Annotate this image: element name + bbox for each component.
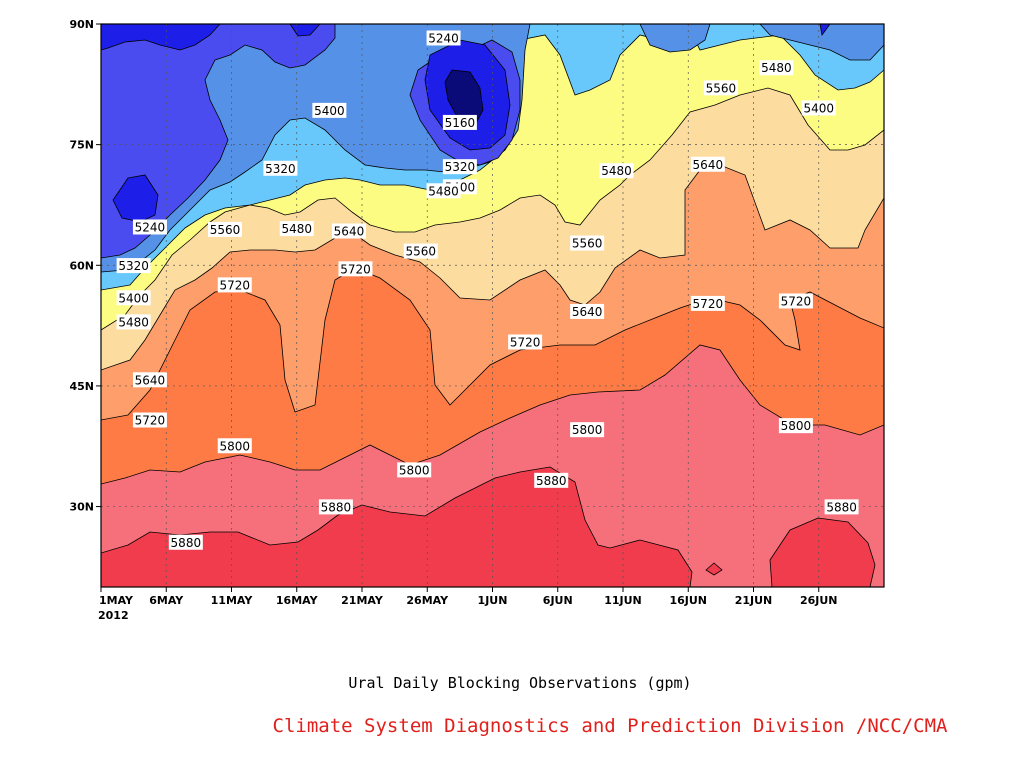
x-tick-label: 21MAY (341, 594, 384, 607)
svg-text:5720: 5720 (340, 262, 371, 276)
contour-label: 5400 (312, 102, 347, 118)
x-axis-year-label: 2012 (98, 609, 129, 622)
svg-text:5400: 5400 (803, 101, 834, 115)
y-tick-label: 75N (69, 139, 94, 152)
contour-label: 5480 (116, 314, 151, 330)
contour-label: 5560 (207, 221, 242, 237)
svg-text:5560: 5560 (405, 245, 436, 259)
contour-label: 5400 (116, 290, 151, 306)
contour-label: 5640 (570, 303, 605, 319)
contour-label: 5720 (338, 261, 373, 277)
contour-label: 5720 (778, 293, 813, 309)
x-tick-label: 6JUN (543, 594, 573, 607)
y-axis: 30N 45N 60N 75N 90N (69, 18, 101, 514)
svg-text:5800: 5800 (781, 419, 812, 433)
x-tick-label: 26MAY (406, 594, 449, 607)
svg-text:5640: 5640 (572, 305, 603, 319)
contour-label: 5720 (690, 295, 725, 311)
svg-text:5560: 5560 (210, 223, 241, 237)
x-tick-label: 11JUN (604, 594, 642, 607)
svg-text:5800: 5800 (572, 423, 603, 437)
x-tick-label: 21JUN (735, 594, 773, 607)
contour-label: 5800 (217, 438, 252, 454)
x-axis: 1MAY 6MAY 11MAY 16MAY 21MAY 26MAY 1JUN 6JUN 11JU… (99, 587, 838, 607)
contour-label: 5320 (263, 160, 298, 176)
svg-text:5720: 5720 (135, 414, 166, 428)
svg-text:5400: 5400 (118, 291, 149, 305)
x-tick-label: 1MAY (99, 594, 134, 607)
y-tick-label: 30N (69, 501, 94, 514)
y-tick-label: 45N (69, 380, 94, 393)
grid-lines (101, 24, 884, 587)
svg-text:5320: 5320 (118, 259, 149, 273)
contour-label: 5800 (778, 418, 813, 434)
contour-label: 5400 (801, 100, 836, 116)
svg-text:5720: 5720 (693, 297, 724, 311)
contour-label: 5640 (132, 372, 167, 388)
contour-label: 5880 (168, 534, 203, 550)
svg-text:5720: 5720 (219, 278, 250, 292)
x-tick-label: 11MAY (211, 594, 254, 607)
svg-text:5480: 5480 (428, 184, 459, 198)
svg-text:5880: 5880 (171, 536, 202, 550)
contour-label: 5880 (318, 499, 353, 515)
contour-label: 5480 (599, 163, 634, 179)
svg-text:5320: 5320 (445, 160, 476, 174)
svg-text:5480: 5480 (601, 164, 632, 178)
contour-label: 5320 (442, 159, 477, 175)
y-tick-label: 90N (69, 18, 94, 31)
svg-text:5800: 5800 (219, 439, 250, 453)
contour-label: 5240 (426, 30, 461, 46)
svg-text:5160: 5160 (445, 116, 476, 130)
svg-text:5640: 5640 (135, 373, 166, 387)
svg-text:5720: 5720 (781, 294, 812, 308)
contour-label: 5160 (442, 114, 477, 130)
svg-text:5720: 5720 (510, 335, 541, 349)
contour-label: 5640 (331, 223, 366, 239)
contour-label: 5800 (570, 422, 605, 438)
x-tick-label: 16MAY (276, 594, 319, 607)
contour-label: 5560 (403, 243, 438, 259)
contour-label: 5240 (132, 219, 167, 235)
svg-text:5240: 5240 (428, 31, 459, 45)
svg-text:5480: 5480 (761, 61, 792, 75)
contour-label: 5560 (570, 235, 605, 251)
svg-text:5880: 5880 (536, 474, 567, 488)
credit-text: Climate System Diagnostics and Predictio… (273, 715, 948, 737)
x-tick-label: 26JUN (800, 594, 838, 607)
svg-text:5880: 5880 (321, 500, 352, 514)
svg-text:5640: 5640 (334, 225, 365, 239)
svg-text:5800: 5800 (399, 463, 430, 477)
x-tick-label: 6MAY (149, 594, 184, 607)
small-contour-feature (705, 562, 723, 576)
contour-label: 5720 (132, 412, 167, 428)
chart-title: Ural Daily Blocking Observations (gpm) (348, 674, 691, 692)
x-tick-label: 16JUN (669, 594, 707, 607)
contour-label: 5480 (426, 183, 461, 199)
contour-label: 5480 (279, 221, 314, 237)
svg-text:5240: 5240 (135, 220, 166, 234)
y-tick-label: 60N (69, 259, 94, 272)
svg-text:5880: 5880 (826, 500, 857, 514)
contour-label: 5880 (824, 499, 859, 515)
contour-label: 5560 (703, 80, 738, 96)
svg-text:5480: 5480 (281, 222, 312, 236)
band-5240-5320 (101, 24, 521, 259)
svg-text:5400: 5400 (314, 104, 345, 118)
svg-text:5640: 5640 (693, 158, 724, 172)
contour-label: 5480 (759, 60, 794, 76)
svg-text:5560: 5560 (706, 81, 737, 95)
contour-label: 5720 (508, 334, 543, 350)
contour-label: 5720 (217, 277, 252, 293)
svg-text:5560: 5560 (572, 237, 603, 251)
x-tick-label: 1JUN (478, 594, 508, 607)
svg-text:5320: 5320 (265, 162, 296, 176)
svg-text:5480: 5480 (118, 315, 149, 329)
contour-label: 5640 (690, 156, 725, 172)
contour-label: 5880 (534, 472, 569, 488)
contour-labels: 5240 5160 5320 5400 5480 5400 5320 5240 5320 5400… (116, 30, 859, 550)
contour-label: 5800 (397, 462, 432, 478)
contour-label: 5320 (116, 258, 151, 274)
